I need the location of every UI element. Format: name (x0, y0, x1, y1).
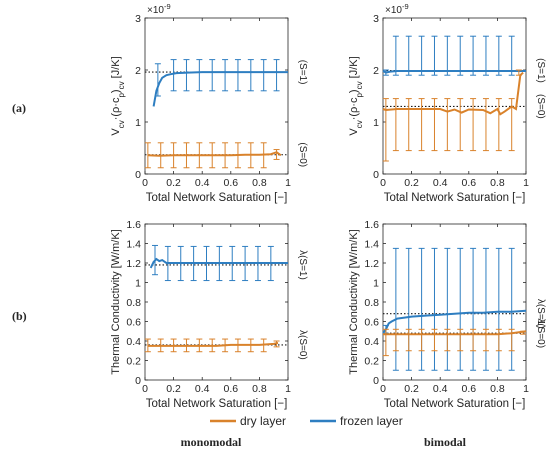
x-tick-label: 0.4 (433, 177, 448, 189)
x-tick-label: 0.4 (433, 383, 448, 395)
x-tick-label: 0.8 (252, 383, 267, 395)
series-line-dry-layer (147, 151, 282, 157)
row-label-b: (b) (12, 309, 27, 323)
y-tick-label: 1.4 (126, 239, 141, 251)
reference-label: λ(S=1) (535, 299, 546, 329)
x-tick-label: 0.6 (461, 177, 476, 189)
series-line-frozen-layer (152, 71, 288, 107)
y-tick-label: 0 (135, 375, 141, 387)
series-line-frozen-layer (382, 70, 526, 74)
y-tick-label: 3 (373, 13, 379, 25)
series-line-frozen-layer (149, 257, 288, 269)
legend-label-dry: dry layer (240, 414, 286, 428)
x-axis-label: Total Network Saturation [−] (146, 192, 288, 204)
x-tick-label: 0 (142, 383, 148, 395)
x-tick-label: 0.6 (223, 383, 238, 395)
y-axis-label: Thermal Conductivity [W/m/K] (110, 229, 122, 374)
series-line-dry-layer (147, 341, 279, 347)
y-tick-label: 3 (135, 13, 141, 25)
series-line-dry-layer (382, 71, 524, 116)
legend-label-frozen: frozen layer (340, 414, 403, 428)
axes-frame (382, 223, 527, 381)
y-axis-label: Vcv·(ρ·cp)cv [J/K] (348, 56, 364, 135)
y-tick-label: 1.6 (364, 219, 379, 231)
x-tick-label: 0.4 (195, 383, 210, 395)
y-tick-label: 1.6 (126, 219, 141, 231)
x-tick-label: 0.6 (223, 177, 238, 189)
row-label-a: (a) (12, 101, 26, 115)
series-line-dry-layer (383, 330, 527, 336)
y-tick-label: 1 (135, 117, 141, 129)
y-tick-label: 0.6 (126, 317, 141, 329)
y-tick-label: 2 (373, 65, 379, 77)
axes-frame (144, 17, 289, 175)
panel-bottom-left: 0 0.2 0.4 0.6 0.8 1 0 0.2 0.4 0.6 0.8 1 1.2 1.4 1.6 Tot… (110, 219, 308, 410)
y-tick-label: 0.8 (126, 297, 141, 309)
reference-label: (S=1) (535, 58, 546, 83)
x-tick-label: 1 (523, 177, 529, 189)
x-tick-label: 0.2 (166, 383, 181, 395)
y-tick-label: 0.4 (364, 336, 379, 348)
reference-label: (S=0) (297, 142, 308, 167)
y-tick-label: 1.4 (364, 239, 379, 251)
y-tick-label: 0.4 (126, 336, 141, 348)
exponent-label: ×10-9 (147, 2, 171, 17)
series-line-frozen-layer (382, 309, 527, 334)
axes-frame (144, 223, 289, 381)
legend: dry layer frozen layer (210, 414, 403, 428)
y-tick-label: 0 (135, 169, 141, 181)
exponent-label: ×10-9 (385, 2, 409, 17)
x-tick-label: 0.8 (252, 177, 267, 189)
x-axis-label: Total Network Saturation [−] (384, 192, 526, 204)
axes-frame (382, 17, 527, 175)
x-tick-label: 0.2 (404, 177, 419, 189)
y-tick-label: 0 (373, 169, 379, 181)
panel-bottom-right: 0 0.2 0.4 0.6 0.8 1 0 0.2 0.4 0.6 0.8 1 1.2 1.4 1.6 Tot… (348, 219, 546, 410)
reference-label: (S=0) (535, 94, 546, 119)
x-tick-label: 0 (380, 177, 386, 189)
y-tick-label: 1 (373, 117, 379, 129)
y-tick-label: 1 (135, 278, 141, 290)
x-tick-label: 0.2 (404, 383, 419, 395)
reference-label: λ(S=0) (297, 330, 308, 360)
column-label-bimodal: bimodal (424, 435, 467, 449)
y-tick-label: 0.2 (364, 356, 379, 368)
y-axis-label: Vcv·(ρ·cp)cv [J/K] (110, 56, 126, 135)
y-tick-label: 0.2 (126, 356, 141, 368)
x-tick-label: 1 (285, 177, 291, 189)
y-tick-label: 1.2 (126, 258, 141, 270)
x-axis-label: Total Network Saturation [−] (146, 398, 288, 410)
y-tick-label: 0.6 (364, 317, 379, 329)
reference-label: λ(S=1) (297, 250, 308, 280)
y-axis-label: Thermal Conductivity [W/m/K] (348, 229, 360, 374)
column-label-monomodal: monomodal (181, 435, 242, 449)
panel-top-left: 0 0.2 0.4 0.6 0.8 1 0 1 2 3 Total Network Saturati… (110, 2, 308, 205)
x-tick-label: 1 (285, 383, 291, 395)
x-tick-label: 1 (523, 383, 529, 395)
y-tick-label: 0.8 (364, 297, 379, 309)
y-tick-label: 0 (373, 375, 379, 387)
reference-label: (S=1) (297, 60, 308, 85)
x-tick-label: 0.4 (195, 177, 210, 189)
panel-top-right: 0 0.2 0.4 0.6 0.8 1 0 1 2 3 Total Network Saturati… (348, 2, 546, 205)
y-tick-label: 1 (373, 278, 379, 290)
x-tick-label: 0.2 (166, 177, 181, 189)
x-tick-label: 0 (142, 177, 148, 189)
x-tick-label: 0 (380, 383, 386, 395)
y-tick-label: 2 (135, 65, 141, 77)
x-tick-label: 0.6 (461, 383, 476, 395)
y-tick-label: 1.2 (364, 258, 379, 270)
x-axis-label: Total Network Saturation [−] (384, 398, 526, 410)
x-tick-label: 0.8 (490, 177, 505, 189)
reference-label: λ(S=0) (535, 318, 546, 348)
x-tick-label: 0.8 (490, 383, 505, 395)
